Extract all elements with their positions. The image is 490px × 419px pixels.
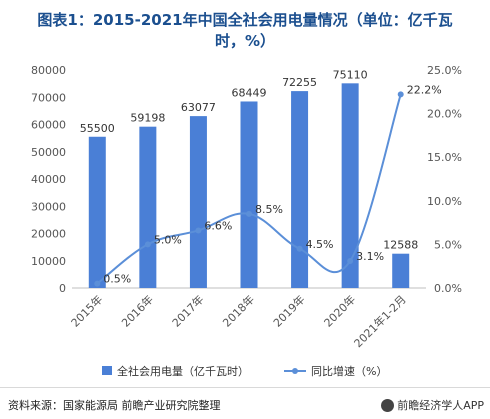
y-right-tick-label: 20.0% (427, 108, 462, 121)
y-left-tick-label: 40000 (31, 173, 66, 186)
y-left-tick-label: 30000 (31, 200, 66, 213)
bar (139, 126, 157, 288)
bar-value-label: 72255 (282, 76, 317, 89)
line-point (144, 241, 151, 248)
chart-title-line1: 图表1：2015-2021年中国全社会用电量情况（单位：亿千瓦 (37, 11, 453, 29)
chart-legend: 全社会用电量（亿千瓦时） 同比增速（%） (102, 364, 387, 378)
x-tick-label: 2020年 (321, 292, 358, 329)
y-left-tick-label: 80000 (31, 64, 66, 77)
y-left-tick-label: 70000 (31, 91, 66, 104)
legend-line-marker (292, 368, 298, 374)
x-tick-label: 2019年 (270, 292, 307, 329)
brand-name: 前瞻经济学人APP (397, 399, 484, 412)
chart-axes: 0 10000 20000 30000 40000 50000 60000 70000 8000… (31, 64, 462, 295)
bar (341, 83, 359, 288)
legend-bar-label: 全社会用电量（亿千瓦时） (117, 364, 249, 378)
legend-line-label: 同比增速（%） (311, 364, 387, 378)
line-value-label: 8.5% (255, 203, 283, 216)
chart-title: 图表1：2015-2021年中国全社会用电量情况（单位：亿千瓦 时，%） (0, 10, 490, 52)
brand[interactable]: 前瞻经济学人APP (381, 397, 484, 413)
line-value-label: 22.2% (407, 83, 442, 96)
bar-value-label: 55500 (80, 122, 115, 135)
bar (291, 91, 309, 288)
y-right-tick-label: 25.0% (427, 64, 462, 77)
x-tick-label: 2021年1-2月 (351, 292, 409, 350)
y-left-tick-label: 0 (59, 282, 66, 295)
x-tick-label: 2018年 (220, 292, 257, 329)
line-point (195, 227, 202, 234)
footer: 资料来源：国家能源局 前瞻产业研究院整理 前瞻经济学人APP (0, 387, 490, 419)
y-left-tick-label: 60000 (31, 119, 66, 132)
line-value-label: 0.5% (103, 273, 131, 286)
bar-series (88, 83, 410, 289)
source-note: 资料来源：国家能源局 前瞻产业研究院整理 (8, 399, 221, 412)
bar (392, 253, 410, 288)
y-left-tick-label: 20000 (31, 228, 66, 241)
line-point (296, 245, 303, 252)
bar-value-label: 12588 (383, 239, 418, 252)
line-value-label: 5.0% (154, 233, 182, 246)
electricity-chart: 0 10000 20000 30000 40000 50000 60000 70000 8000… (31, 64, 462, 378)
x-tick-label: 2016年 (119, 292, 156, 329)
legend-bar-swatch (102, 366, 112, 375)
bar-value-label: 63077 (181, 101, 216, 114)
bar (88, 136, 106, 288)
y-left-tick-label: 50000 (31, 146, 66, 159)
bar-value-labels: 55500 59198 63077 68449 72255 75110 12588 (80, 68, 418, 251)
line-value-label: 4.5% (306, 238, 334, 251)
y-left-tick-label: 10000 (31, 255, 66, 268)
y-right-tick-label: 15.0% (427, 151, 462, 164)
chart-title-line2: 时，%） (214, 32, 276, 50)
brand-logo-icon (381, 399, 395, 412)
line-point (94, 280, 101, 287)
y-right-tick-label: 5.0% (434, 238, 462, 251)
bar (189, 116, 207, 288)
line-value-labels: 0.5% 5.0% 6.6% 8.5% 4.5% 3.1% 22.2% (103, 83, 441, 285)
x-tick-label: 2015年 (68, 292, 105, 329)
x-tick-label: 2017年 (169, 292, 206, 329)
bar-value-label: 59198 (130, 112, 165, 125)
bar-value-label: 68449 (232, 86, 267, 99)
bar (240, 101, 258, 289)
line-value-label: 3.1% (356, 250, 384, 263)
line-point (246, 210, 252, 217)
line-series (94, 91, 404, 287)
line-value-label: 6.6% (204, 219, 232, 232)
y-right-tick-label: 0.0% (434, 282, 462, 295)
y-right-tick-label: 10.0% (427, 195, 462, 208)
line-point (397, 91, 404, 98)
bar-value-label: 75110 (333, 68, 368, 81)
line-point (347, 257, 354, 264)
